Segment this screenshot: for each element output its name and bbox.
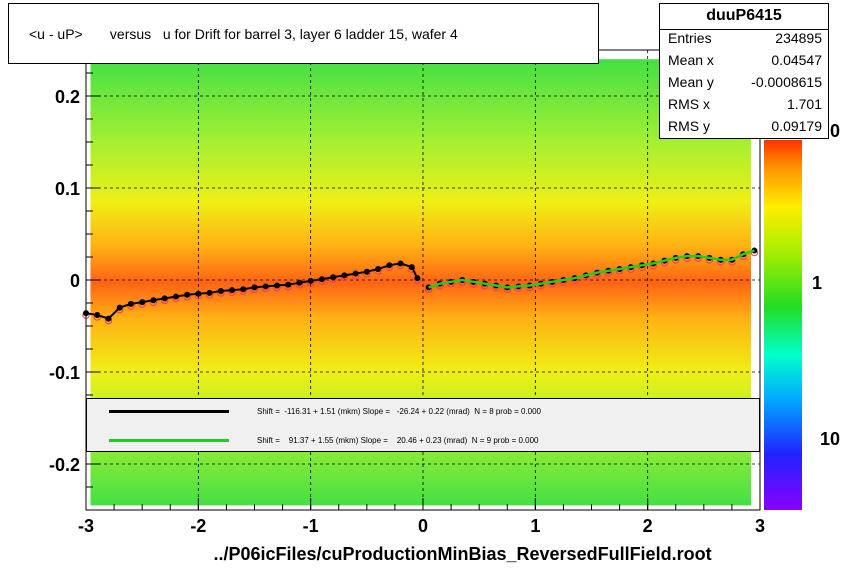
y-tick-label: 0 <box>70 271 80 291</box>
stats-name: duuP6415 <box>706 7 782 24</box>
fit-legend: Shift = -116.31 + 1.51 (mkm) Slope = -26… <box>86 398 760 452</box>
stats-value: -0.0008615 <box>751 74 822 90</box>
stats-label: Mean x <box>668 52 714 68</box>
title-box: <u - uP> versus u for Drift for barrel 3… <box>8 3 599 64</box>
stats-row: RMS x 1.701 <box>668 96 822 116</box>
colorbar-label-10: 10 <box>820 429 840 449</box>
stats-value: 0.04547 <box>771 52 822 68</box>
x-tick-label: -3 <box>78 516 94 536</box>
stats-label: RMS x <box>668 96 710 112</box>
chart-title: <u - uP> versus u for Drift for barrel 3… <box>29 26 458 42</box>
axes: -3 -2 -1 0 1 2 3 -0.2 -0.1 0 0.1 0.2 <box>49 49 765 536</box>
stats-label: Mean y <box>668 74 714 90</box>
x-tick-label: 3 <box>755 516 765 536</box>
stats-label: RMS y <box>668 118 710 134</box>
x-tick-label: 0 <box>418 516 428 536</box>
x-tick-label: -1 <box>303 516 319 536</box>
colorbar-top-label: 0 <box>830 121 840 141</box>
y-tick-label: 0.1 <box>55 179 80 199</box>
legend-black-text: Shift = -116.31 + 1.51 (mkm) Slope = -26… <box>257 407 542 416</box>
green-fit-line <box>428 249 755 289</box>
y-tick-label: 0.2 <box>55 87 80 107</box>
stats-divider <box>660 29 828 30</box>
legend-green-swatch <box>109 439 229 442</box>
stats-box: duuP6415 Entries 234895 Mean x 0.04547 M… <box>659 3 829 139</box>
stats-value: 234895 <box>775 30 822 46</box>
stats-value: 0.09179 <box>771 118 822 134</box>
y-tick-label: -0.1 <box>49 363 80 383</box>
stats-label: Entries <box>668 30 712 46</box>
stats-row: Entries 234895 <box>668 30 822 50</box>
stats-row: RMS y 0.09179 <box>668 118 822 138</box>
black-fit-line <box>85 262 419 320</box>
stats-row: Mean x 0.04547 <box>668 52 822 72</box>
x-tick-label: 1 <box>530 516 540 536</box>
y-tick-label: -0.2 <box>49 455 80 475</box>
legend-green-text: Shift = 91.37 + 1.55 (mkm) Slope = 20.46… <box>257 436 539 445</box>
stats-row: Mean y -0.0008615 <box>668 74 822 94</box>
x-tick-label: -2 <box>190 516 206 536</box>
stats-value: 1.701 <box>786 96 822 112</box>
color-bar <box>764 140 802 510</box>
colorbar-label-1: 1 <box>812 273 822 293</box>
x-tick-label: 2 <box>643 516 653 536</box>
legend-black-swatch <box>109 410 229 413</box>
footer-filename: ../P06icFiles/cuProductionMinBias_Revers… <box>213 544 712 564</box>
